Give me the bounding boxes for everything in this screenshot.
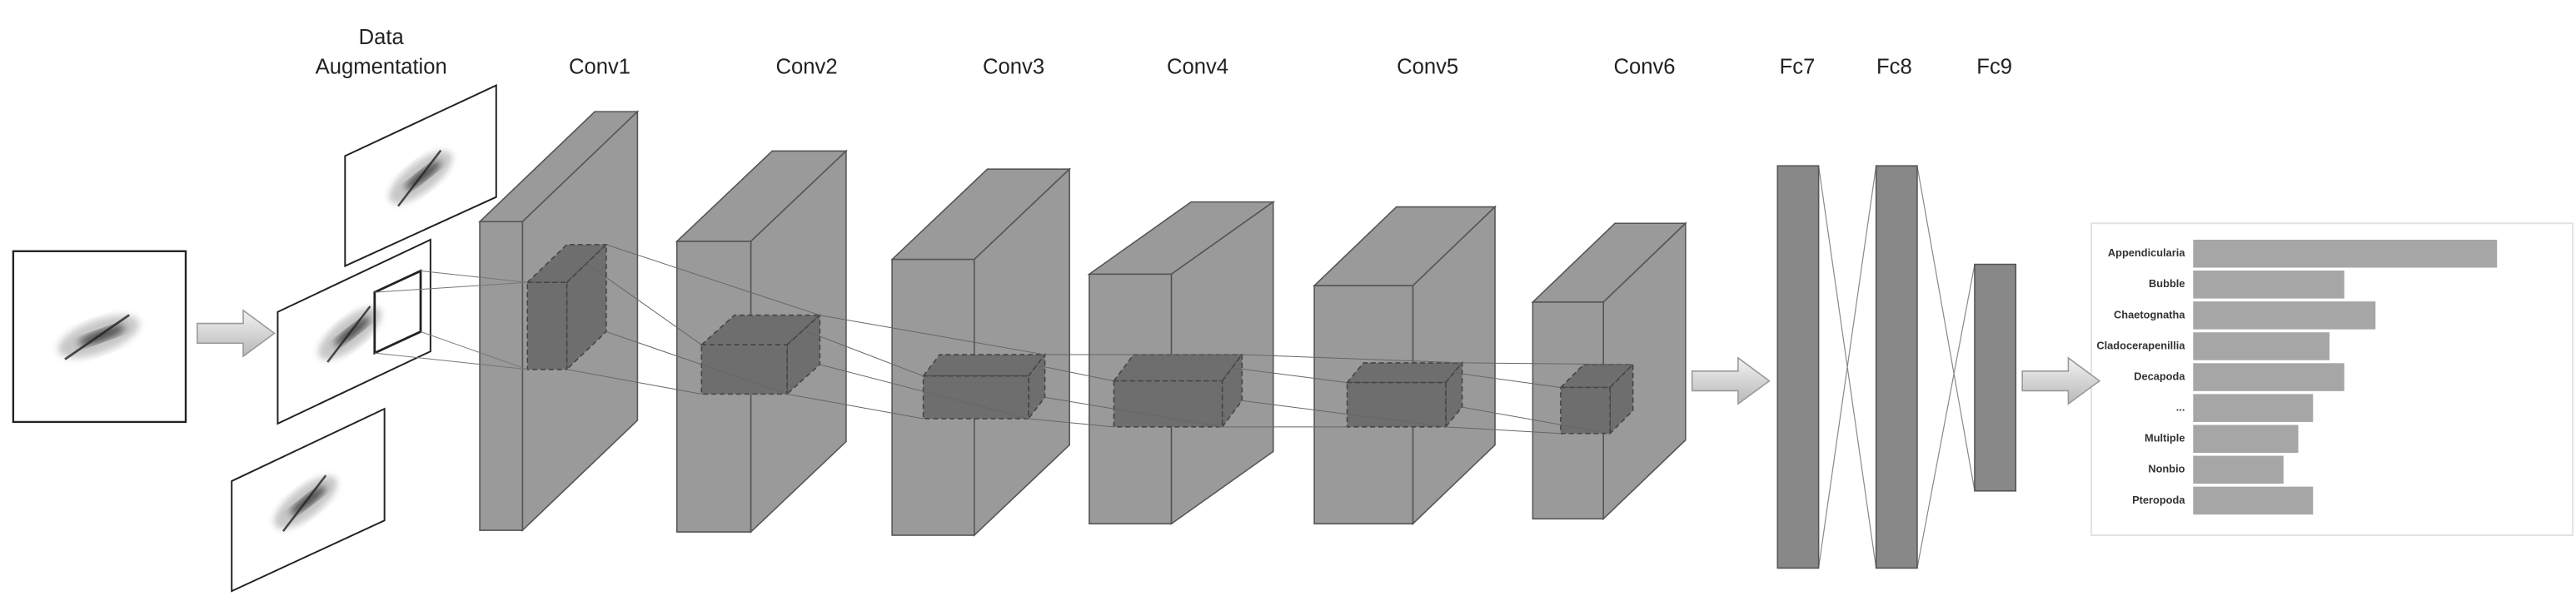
- connector: [585, 263, 702, 345]
- kernel-top: [922, 354, 1047, 377]
- layer-label: Conv1: [569, 56, 630, 79]
- connector: [1462, 362, 1633, 365]
- arrow: [197, 309, 276, 358]
- connector: [374, 281, 528, 293]
- aug-label: Data: [359, 26, 405, 49]
- layer-label: Fc7: [1780, 56, 1816, 79]
- score-bar: [2193, 486, 2314, 515]
- connector: [1028, 418, 1114, 428]
- class-label: Nonbio: [2148, 463, 2185, 475]
- kernel-front: [700, 344, 788, 395]
- kernel-top: [1112, 354, 1243, 382]
- connector: [1445, 426, 1561, 435]
- class-label: ...: [2176, 401, 2185, 414]
- connector: [803, 330, 924, 377]
- connector: [566, 369, 702, 395]
- score-bar: [2193, 425, 2299, 454]
- score-bar: [2193, 301, 2376, 330]
- score-bar: [2193, 332, 2330, 360]
- connector: [1818, 166, 1877, 569]
- fc-layer: [1974, 263, 2017, 492]
- arrow: [1691, 356, 1771, 405]
- layer-label: Conv3: [983, 56, 1044, 79]
- class-label: Multiple: [2145, 432, 2185, 445]
- arrow: [2021, 356, 2101, 405]
- connector: [420, 330, 528, 370]
- kernel-front: [526, 281, 568, 370]
- connector: [605, 330, 788, 395]
- layer-label: Conv2: [776, 56, 838, 79]
- kernel-front: [1113, 380, 1223, 428]
- connector: [1232, 367, 1348, 384]
- score-bar: [2193, 271, 2344, 299]
- kernel-top: [1559, 364, 1635, 389]
- connector: [1242, 354, 1462, 364]
- fc-layer: [1776, 165, 1820, 569]
- class-label: Chaetognatha: [2114, 308, 2185, 320]
- connector: [1916, 264, 1976, 569]
- connector: [1044, 396, 1223, 428]
- layer-label: Fc8: [1876, 56, 1912, 79]
- connector: [420, 270, 528, 283]
- connector: [1453, 372, 1561, 388]
- kernel-front: [922, 375, 1029, 420]
- crop-box: [373, 269, 422, 355]
- score-bar: [2193, 455, 2284, 484]
- class-label: Appendicularia: [2108, 246, 2185, 259]
- class-label: Cladocerapenillia: [2096, 339, 2185, 351]
- connector: [605, 244, 820, 316]
- connector: [820, 364, 1029, 420]
- aug-label: Augmentation: [316, 56, 447, 79]
- layer-label: Conv4: [1167, 56, 1228, 79]
- layer-label: Conv5: [1397, 56, 1458, 79]
- kernel-top: [700, 314, 822, 346]
- conv-block-front: [479, 221, 524, 531]
- fc-layer: [1875, 165, 1918, 569]
- connector: [374, 352, 528, 370]
- connector: [1462, 406, 1611, 435]
- connector: [786, 393, 924, 420]
- layer-label: Conv6: [1613, 56, 1675, 79]
- score-bar: [2193, 363, 2344, 391]
- score-bar: [2193, 239, 2498, 268]
- score-bar: [2193, 394, 2314, 422]
- layer-label: Fc9: [1976, 56, 2012, 79]
- connector: [820, 315, 1045, 355]
- kernel-front: [1346, 381, 1447, 428]
- connector: [1242, 400, 1446, 428]
- class-label: Decapoda: [2134, 370, 2185, 382]
- kernel-top: [1345, 362, 1464, 384]
- connector: [1036, 365, 1114, 382]
- class-label: Pteropoda: [2132, 494, 2185, 506]
- class-label: Bubble: [2149, 277, 2185, 290]
- kernel-front: [1560, 386, 1611, 435]
- connector: [1916, 166, 1976, 491]
